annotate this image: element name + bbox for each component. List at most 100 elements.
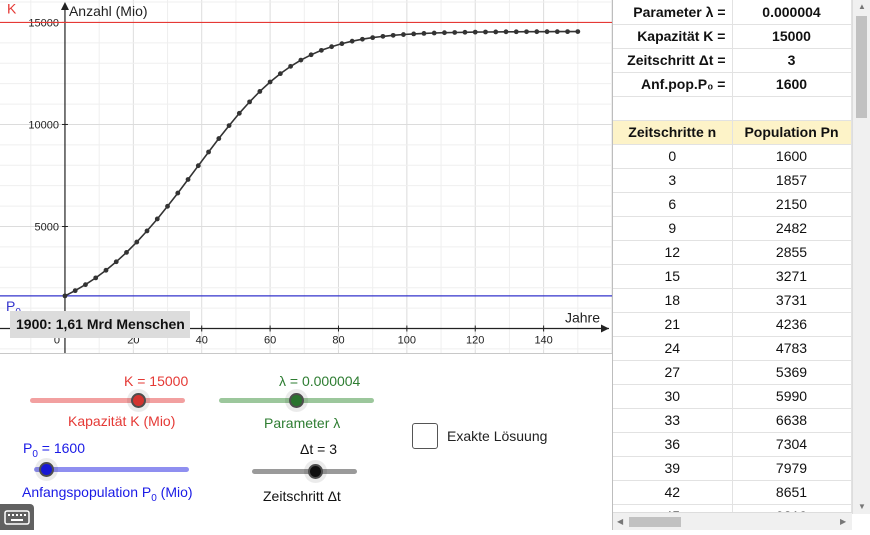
population-cell[interactable]: 5369 [732, 360, 852, 385]
data-point [103, 267, 109, 273]
data-point [165, 203, 170, 209]
annotation-1900[interactable]: 1900: 1,61 Mrd Menschen [10, 311, 190, 338]
scroll-up-icon[interactable]: ▲ [858, 2, 866, 11]
panel-divider[interactable] [612, 0, 613, 530]
param-value[interactable]: 3 [732, 48, 852, 73]
data-point [462, 29, 468, 35]
dt-slider-track[interactable] [252, 469, 357, 474]
x-axis-label: Jahre [565, 310, 600, 326]
dt-slider-thumb[interactable] [303, 460, 327, 483]
horizontal-scroll-thumb[interactable] [629, 517, 681, 527]
population-cell[interactable]: 4236 [732, 312, 852, 337]
y-axis-arrow [60, 2, 69, 10]
empty-cell[interactable] [732, 96, 852, 121]
param-label[interactable]: Anf.pop.P₀ = [613, 72, 733, 97]
step-cell[interactable]: 6 [613, 192, 733, 217]
data-point [113, 259, 119, 265]
x-tick-label: 40 [196, 335, 208, 347]
param-label[interactable]: Parameter λ = [613, 0, 733, 25]
data-point [380, 33, 386, 39]
data-point [421, 31, 427, 36]
step-cell[interactable]: 18 [613, 288, 733, 313]
data-point [206, 149, 211, 155]
table-row: 27 5369 [613, 360, 852, 385]
table-row: 24 4783 [613, 336, 852, 361]
param-label[interactable]: Kapazität K = [613, 24, 733, 49]
p0-slider-thumb[interactable] [34, 458, 58, 481]
spreadsheet-view[interactable]: Parameter λ = 0.000004 Kapazität K = 15000 Z… [613, 0, 852, 514]
step-cell[interactable]: 21 [613, 312, 733, 337]
scroll-left-icon[interactable]: ◀ [617, 517, 624, 526]
scroll-down-icon[interactable]: ▼ [858, 502, 866, 511]
step-cell[interactable]: 24 [613, 336, 733, 361]
data-point [236, 110, 242, 116]
population-cell[interactable]: 7979 [732, 456, 852, 481]
table-row: 6 2150 [613, 192, 852, 217]
step-cell[interactable]: 45 [613, 504, 733, 514]
data-point [308, 52, 314, 58]
k-slider-track[interactable] [30, 398, 185, 403]
population-cell[interactable]: 1600 [732, 144, 852, 169]
population-cell[interactable]: 1857 [732, 168, 852, 193]
population-cell[interactable]: 7304 [732, 432, 852, 457]
k-slider-thumb[interactable] [127, 389, 150, 412]
step-cell[interactable]: 33 [613, 408, 733, 433]
param-value[interactable]: 1600 [732, 72, 852, 97]
step-cell[interactable]: 15 [613, 264, 733, 289]
scroll-right-icon[interactable]: ▶ [840, 517, 847, 526]
step-cell[interactable]: 3 [613, 168, 733, 193]
table-row: 9 2482 [613, 216, 852, 241]
data-point [452, 30, 458, 35]
p0-slider-track[interactable] [34, 467, 189, 472]
data-point [62, 293, 68, 299]
lambda-slider-thumb[interactable] [285, 389, 308, 412]
data-point [144, 228, 150, 234]
population-cell[interactable]: 4783 [732, 336, 852, 361]
horizontal-scrollbar[interactable]: ◀ ▶ [613, 512, 852, 530]
population-cell[interactable]: 2482 [732, 216, 852, 241]
y-tick-label: 10000 [28, 119, 59, 131]
keyboard-button[interactable] [0, 504, 34, 530]
population-cell[interactable]: 2150 [732, 192, 852, 217]
param-label[interactable]: Zeitschritt Δt = [613, 48, 733, 73]
k-slider-value: K = 15000 [124, 373, 189, 389]
data-point [185, 177, 191, 182]
data-point [493, 29, 499, 35]
k-line-label: K [7, 0, 17, 16]
param-value[interactable]: 0.000004 [732, 0, 852, 25]
step-cell[interactable]: 12 [613, 240, 733, 265]
population-cell[interactable]: 5990 [732, 384, 852, 409]
p0-slider-value: P0 = 1600 [23, 440, 86, 460]
data-point [544, 29, 550, 35]
population-cell[interactable]: 6638 [732, 408, 852, 433]
step-cell[interactable]: 36 [613, 432, 733, 457]
step-cell[interactable]: 9 [613, 216, 733, 241]
vertical-scrollbar[interactable]: ▲ ▼ [852, 0, 870, 514]
step-cell[interactable]: 0 [613, 144, 733, 169]
population-cell[interactable]: 3271 [732, 264, 852, 289]
data-point [554, 29, 560, 35]
data-point [360, 36, 365, 42]
graphics-view[interactable]: 0 20 40 60 80 100 120 140 5000 10000 15000 Anzahl (… [0, 0, 612, 353]
view-divider [0, 353, 612, 354]
vertical-scroll-thumb[interactable] [856, 16, 867, 118]
step-cell[interactable]: 30 [613, 384, 733, 409]
population-cell[interactable]: 8651 [732, 480, 852, 505]
column-header[interactable]: Population Pn [732, 120, 852, 145]
population-cell[interactable]: 9310 [732, 504, 852, 514]
step-cell[interactable]: 39 [613, 456, 733, 481]
exact-solution-checkbox[interactable] [412, 423, 438, 449]
step-cell[interactable]: 42 [613, 480, 733, 505]
exact-solution-label[interactable]: Exakte Lösuung [447, 428, 548, 444]
lambda-slider-caption: Parameter λ [264, 415, 341, 431]
step-cell[interactable]: 27 [613, 360, 733, 385]
table-row: 21 4236 [613, 312, 852, 337]
data-point [575, 29, 581, 35]
population-cell[interactable]: 3731 [732, 288, 852, 313]
table-row: 15 3271 [613, 264, 852, 289]
column-header[interactable]: Zeitschritte n [613, 120, 733, 145]
empty-cell[interactable] [613, 96, 733, 121]
param-value[interactable]: 15000 [732, 24, 852, 49]
population-cell[interactable]: 2855 [732, 240, 852, 265]
y-tick-label: 15000 [28, 17, 59, 29]
